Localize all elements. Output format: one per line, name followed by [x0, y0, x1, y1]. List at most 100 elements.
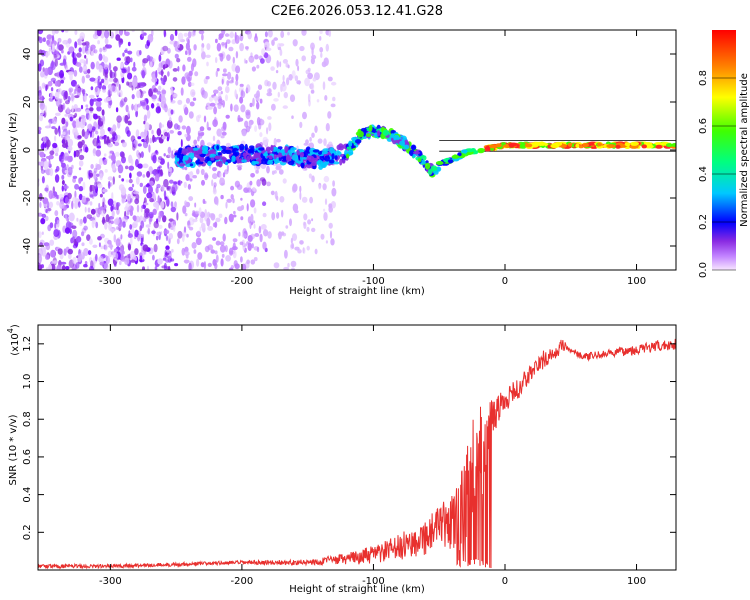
spectrogram-blob [47, 80, 53, 87]
spectrogram-blob [82, 88, 86, 95]
spectrogram-blob [275, 70, 279, 74]
spectrogram-blob [74, 183, 80, 190]
spectrogram-blob [48, 154, 54, 160]
spectrogram-blob [261, 178, 267, 186]
spectrogram-blob [141, 204, 147, 209]
spectrogram-blob [212, 135, 216, 142]
spectrogram-blob [89, 238, 93, 245]
spectrogram-blob [226, 39, 231, 44]
spectrogram-blob [115, 238, 121, 247]
spectrogram-blob [184, 246, 189, 253]
ridge-blob [193, 152, 200, 158]
spectrogram-blob [237, 166, 242, 171]
spectrogram-blob [193, 139, 198, 145]
spectrogram-blob [294, 75, 299, 82]
spectrogram-blob [323, 208, 326, 212]
spectrogram-blob [207, 262, 212, 268]
spectrogram-blob [74, 89, 77, 95]
spectrogram-blob [95, 100, 102, 108]
spectrogram-blob [72, 243, 78, 249]
spectrogram-blob [122, 216, 128, 223]
spectrogram-blob [108, 62, 112, 71]
spectrogram-blob [89, 184, 96, 192]
spectrogram-blob [165, 245, 170, 251]
spectrogram-blob [287, 262, 290, 268]
band-blob [624, 142, 631, 147]
spectrogram-blob [320, 233, 325, 240]
spectrogram-blob [213, 106, 218, 115]
spectrogram-blob [200, 87, 205, 96]
spectrogram-blob [185, 42, 190, 51]
spectrogram-blob [139, 182, 143, 188]
ridge-blob [291, 154, 299, 161]
snr-ytick-label: 0.8 [22, 411, 33, 427]
spectrogram-blob [104, 30, 110, 39]
spectrogram-blob [96, 106, 102, 112]
spectrogram-blob [60, 79, 64, 84]
spectrogram-blob [49, 150, 55, 156]
band-blob [597, 142, 603, 147]
spectrogram-blob [177, 99, 183, 105]
ridge-blob [178, 153, 184, 161]
spectrogram-blob [85, 109, 91, 114]
spectrogram-blob [188, 48, 192, 56]
ridge-blob [399, 140, 405, 146]
spectrogram-blob [266, 165, 270, 174]
spectrogram-blob [69, 88, 72, 96]
spectrogram-blob [181, 125, 187, 130]
spectrogram-blob [52, 260, 59, 264]
spectrogram-blob [98, 53, 103, 61]
spectrogram-blob [75, 83, 78, 92]
ridge-blob [296, 150, 300, 156]
spectrogram-blob [207, 226, 214, 231]
spectrogram-blob [67, 192, 72, 200]
spectrogram-blob [314, 248, 318, 255]
band-blob [489, 144, 498, 149]
band-blob [547, 144, 552, 149]
spectrogram-blob [48, 201, 54, 208]
spectrogram-blob [103, 263, 109, 270]
ridge-blob [393, 134, 400, 141]
spectrogram-blob [114, 70, 117, 79]
spectrogram-blob [331, 81, 337, 86]
spectrogram-blob [83, 225, 88, 231]
spectrogram-blob [130, 198, 133, 203]
spectrogram-blob [220, 135, 225, 139]
spectrogram-blob [126, 130, 131, 137]
spectrogram-blob [190, 89, 196, 98]
spectrogram-blob [137, 143, 142, 147]
spectrogram-blob [330, 238, 335, 246]
spectrogram-blob [106, 44, 112, 49]
spectrogram-blob [92, 148, 96, 154]
spectrogram-blob [127, 243, 132, 251]
spectrogram-blob [162, 215, 167, 223]
spectrogram-blob [224, 169, 229, 175]
spectrogram-blob [155, 149, 158, 154]
spectrogram-blob [64, 169, 69, 174]
ridge-blob [352, 137, 356, 143]
ridge-blob [192, 147, 200, 151]
spectrogram-blob [254, 35, 258, 43]
spectrogram-blob [187, 171, 194, 176]
spectrogram-blob [79, 32, 86, 40]
spectrogram-blob [163, 179, 169, 188]
spectrogram-blob [54, 169, 58, 173]
spectrogram-blob [278, 43, 285, 47]
spectrogram-blob [68, 46, 75, 54]
spectrogram-blob [102, 77, 109, 86]
spectrogram-blob [166, 249, 170, 253]
spectrogram-blob [51, 126, 56, 130]
spectrogram-blob [263, 229, 269, 237]
spectrogram-blob [319, 36, 322, 41]
spectrogram-blob [89, 265, 94, 270]
spectrogram-blob [232, 250, 237, 259]
spectrogram-blob [250, 173, 256, 178]
spectrogram-blob [292, 203, 299, 212]
band-blob [575, 143, 580, 148]
spectrogram-blob [143, 120, 146, 125]
spectrogram-blob [213, 95, 219, 101]
spectrogram-blob [217, 102, 222, 110]
spectrogram-ytick-label: 40 [22, 48, 33, 61]
spectrogram-blob [78, 160, 84, 167]
spectrogram-blob [273, 98, 279, 102]
